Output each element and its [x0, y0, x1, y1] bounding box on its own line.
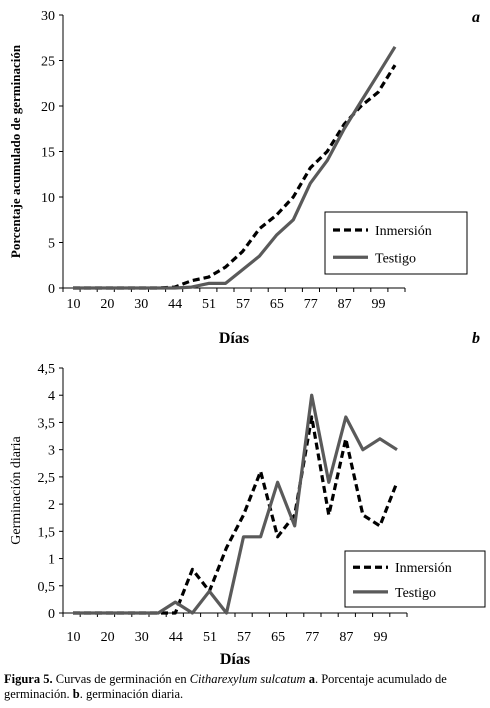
y-tick-label: 0: [48, 282, 55, 297]
y-axis-label: Porcentaje acumulado de germinación: [8, 44, 23, 258]
x-tick-label: 57: [237, 630, 251, 645]
y-axis-label: Germinación diaria: [9, 435, 24, 544]
x-tick-label: 44: [169, 630, 183, 645]
y-tick-label: 1,5: [38, 525, 56, 540]
caption-text-3: . Porcentaje acumulado de germinación.: [4, 672, 447, 701]
x-tick-label: 99: [372, 297, 386, 312]
x-axis-label: Días: [219, 330, 249, 347]
legend-label: Testigo: [395, 586, 436, 601]
y-tick-label: 1: [48, 553, 55, 568]
figure-caption: Figura 5. Curvas de germinación en Citha…: [4, 672, 484, 702]
x-tick-label: 30: [134, 297, 148, 312]
legend-label: Testigo: [375, 251, 416, 266]
x-tick-label: 77: [304, 297, 318, 312]
x-tick-label: 57: [236, 297, 250, 312]
panel-label: a: [472, 9, 480, 26]
y-tick-label: 4,5: [38, 362, 56, 377]
x-tick-label: 65: [271, 630, 285, 645]
series-line-inmersion: [73, 64, 397, 290]
x-tick-label: 87: [339, 630, 353, 645]
y-tick-label: 4: [48, 389, 55, 404]
x-tick-label: 20: [101, 630, 115, 645]
x-tick-label: 44: [168, 297, 182, 312]
x-tick-label: 87: [338, 297, 352, 312]
legend-label: Inmersión: [375, 224, 432, 239]
y-tick-label: 15: [41, 146, 55, 161]
series-line-testigo: [73, 393, 398, 615]
y-tick-label: 3,5: [38, 416, 56, 431]
caption-label: Figura 5.: [4, 672, 53, 686]
x-tick-label: 51: [202, 297, 216, 312]
panel-label: b: [472, 330, 480, 347]
chart-a-accumulated-germination: 0 5 10 15 20 25 30 10 20 30 44 51 57 65 77 87 99 Días Porc…: [8, 9, 480, 347]
x-tick-label: 30: [135, 630, 149, 645]
y-tick-label: 3: [48, 444, 55, 459]
x-tick-label: 20: [100, 297, 114, 312]
x-tick-label: 99: [373, 630, 387, 645]
y-tick-label: 0: [48, 607, 55, 622]
x-tick-label: 10: [67, 630, 81, 645]
legend-box: [344, 550, 486, 608]
series-line-testigo: [73, 45, 397, 290]
series-line-inmersion: [73, 415, 399, 615]
x-tick-label: 65: [270, 297, 284, 312]
y-tick-label: 5: [48, 237, 55, 252]
y-tick-label: 20: [41, 100, 55, 115]
caption-text-4: . germinación diaria.: [79, 687, 184, 701]
x-tick-label: 77: [305, 630, 319, 645]
x-tick-label: 51: [203, 630, 217, 645]
caption-text-1: Curvas de germinación en: [52, 672, 190, 686]
y-tick-label: 2,5: [38, 471, 56, 486]
caption-b-label: b: [72, 687, 80, 701]
y-tick-label: 0,5: [38, 580, 56, 595]
caption-species: Citharexylum sulcatum: [189, 672, 306, 686]
legend-box: [324, 211, 468, 275]
x-tick-label: 10: [66, 297, 80, 312]
x-axis-label: Días: [220, 651, 250, 668]
chart-b-daily-germination: 0 0,5 1 1,5 2 2,5 3 3,5 4 4,5 10 20 30 44 51 57 65 77 87 99…: [9, 330, 486, 668]
legend-label: Inmersión: [395, 561, 452, 576]
y-tick-label: 10: [41, 191, 55, 206]
y-tick-label: 30: [41, 9, 55, 24]
caption-text-2: a: [305, 672, 315, 686]
y-tick-label: 2: [48, 498, 55, 513]
y-tick-label: 25: [41, 55, 55, 70]
